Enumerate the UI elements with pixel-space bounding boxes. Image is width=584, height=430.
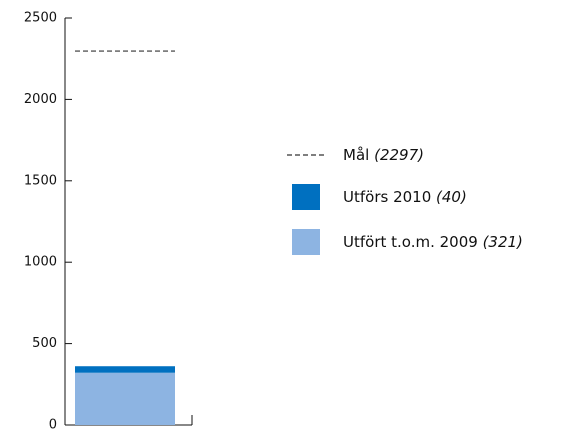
y-tick-label: 1000 <box>24 255 57 270</box>
legend-swatch <box>292 184 320 210</box>
legend-name: Mål <box>343 146 369 164</box>
legend-label: Mål (2297) <box>343 146 424 164</box>
legend-label: Utfört t.o.m. 2009 (321) <box>343 233 523 251</box>
y-tick-label: 0 <box>49 418 57 430</box>
legend-name: Utförs 2010 <box>343 188 431 206</box>
legend-value: (321) <box>483 233 523 251</box>
legend-value: (2297) <box>374 146 424 164</box>
legend-value: (40) <box>436 188 467 206</box>
y-tick-label: 2500 <box>24 11 57 26</box>
bar-segment <box>75 366 175 373</box>
legend-swatch <box>292 229 320 255</box>
legend-label: Utförs 2010 (40) <box>343 188 467 206</box>
y-tick-label: 500 <box>32 336 57 351</box>
y-tick-label: 2000 <box>24 92 57 107</box>
legend-name: Utfört t.o.m. 2009 <box>343 233 478 251</box>
bar-segment <box>75 372 175 425</box>
y-tick-label: 1500 <box>24 173 57 188</box>
